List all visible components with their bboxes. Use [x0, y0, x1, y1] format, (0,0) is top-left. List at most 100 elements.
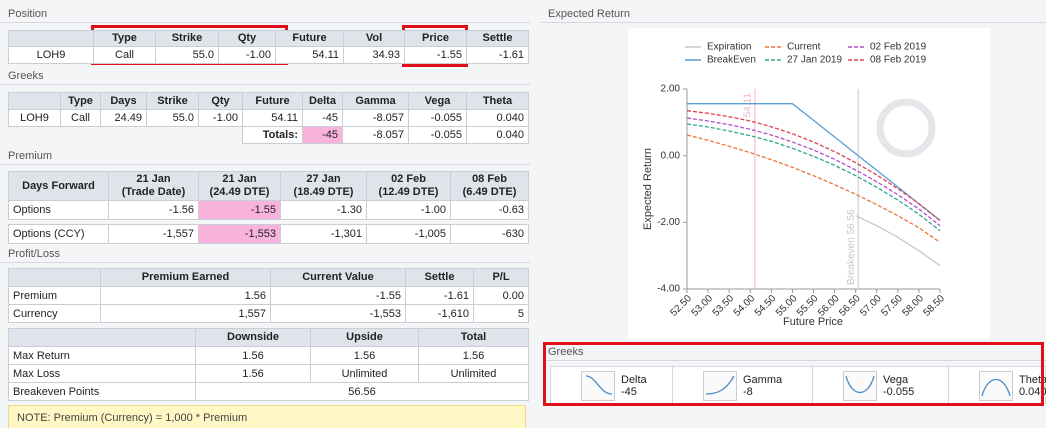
table-cell: Breakeven Points	[8, 382, 196, 401]
series-line	[686, 110, 941, 222]
greek-name: Gamma	[743, 374, 783, 386]
header-cell: 02 Feb (12.49 DTE)	[366, 171, 451, 201]
header-text: (24.49 DTE)	[209, 186, 270, 198]
table-cell: Unlimited	[310, 364, 419, 383]
divider	[546, 360, 1046, 361]
header-cell: Days Forward	[8, 171, 109, 201]
header-cell: Strike	[146, 92, 199, 110]
divider	[540, 22, 1046, 23]
table-cell: 1.56	[310, 346, 419, 365]
header-text: (6.49 DTE)	[462, 186, 517, 198]
table-cell: -1.55	[198, 200, 281, 220]
divider	[0, 262, 530, 263]
table-cell: -1,610	[405, 304, 474, 323]
x-tick-label: 52.50	[669, 293, 695, 319]
header-cell: Delta	[302, 92, 343, 110]
header-cell: Downside	[195, 328, 311, 347]
table-cell: 34.93	[343, 46, 405, 64]
header-text: (18.49 DTE)	[293, 186, 354, 198]
table-cell: Call	[93, 46, 156, 64]
table-cell: 1.56	[418, 346, 529, 365]
series-line	[687, 103, 941, 221]
table-cell: Premium	[8, 286, 101, 305]
table-cell: -1.55	[404, 46, 467, 64]
greek-icon	[581, 371, 615, 401]
table-cell: Totals:	[242, 126, 303, 144]
annotation-label: Breakeven 56.56	[846, 209, 857, 285]
section-title: Position	[8, 8, 48, 20]
table-cell: 5	[473, 304, 529, 323]
table-cell: -1,553	[198, 224, 281, 244]
series-line	[686, 123, 941, 232]
x-axis-label: Future Price	[783, 316, 843, 328]
x-tick-label: 53.50	[711, 293, 737, 319]
series-line	[686, 134, 941, 243]
header-text: (12.49 DTE)	[378, 186, 439, 198]
greek-item: Theta 0.040	[949, 367, 1046, 403]
table-cell: 1.56	[100, 286, 271, 305]
legend-label: Expiration	[707, 42, 751, 53]
greek-item: Gamma -8	[673, 367, 813, 403]
section-title: Greeks	[548, 346, 584, 358]
header-cell: Vega	[408, 92, 467, 110]
greek-name: Delta	[621, 374, 647, 386]
header-cell: Settle	[405, 268, 474, 287]
x-tick-label: 53.00	[690, 293, 716, 319]
header-cell	[8, 268, 101, 287]
table-cell: Currency	[8, 304, 101, 323]
header-cell: Type	[60, 92, 101, 110]
legend-label: 27 Jan 2019	[787, 55, 842, 66]
annotation-label: 54.11	[743, 93, 754, 118]
table-cell: Unlimited	[418, 364, 529, 383]
header-text: 08 Feb	[472, 173, 507, 185]
header-text: 21 Jan	[222, 173, 257, 185]
header-cell: Premium Earned	[100, 268, 271, 287]
table-cell: -1,301	[280, 224, 367, 244]
table-cell: 24.49	[100, 109, 147, 127]
table-cell: 1.56	[195, 364, 311, 383]
header-text: 21 Jan	[136, 173, 171, 185]
header-cell: 21 Jan (24.49 DTE)	[198, 171, 281, 201]
greek-value: -8	[743, 386, 753, 398]
y-tick-label: -4.00	[657, 284, 680, 295]
table-cell: -45	[302, 126, 343, 144]
divider	[0, 164, 530, 165]
y-tick-label: -2.00	[657, 217, 680, 228]
section-title: Expected Return	[548, 8, 630, 20]
header-cell: Gamma	[342, 92, 409, 110]
x-tick-label: 54.50	[753, 293, 779, 319]
greeks-panel: Delta -45 Gamma -8 Vega -0.055 Theta 0.040	[550, 366, 1046, 404]
greek-value: 0.040	[1019, 386, 1046, 398]
table-cell: Max Loss	[8, 364, 196, 383]
note: NOTE: Premium (Currency) = 1,000 * Premi…	[8, 405, 526, 428]
table-cell: -1.00	[198, 109, 243, 127]
legend-label: BreakEven	[707, 55, 756, 66]
table-cell: -0.055	[408, 126, 467, 144]
greek-value: -45	[621, 386, 637, 398]
x-tick-label: 57.50	[879, 293, 905, 319]
header-text: 02 Feb	[391, 173, 426, 185]
table-cell: Max Return	[8, 346, 196, 365]
header-cell: Current Value	[270, 268, 406, 287]
greek-item: Vega -0.055	[813, 367, 949, 403]
header-cell: P/L	[473, 268, 529, 287]
greek-icon	[979, 371, 1013, 401]
table-cell	[8, 126, 243, 144]
table-cell: -1.00	[218, 46, 276, 64]
table-cell: -1,557	[108, 224, 199, 244]
table-cell: Options	[8, 200, 109, 220]
header-cell: Qty	[218, 30, 276, 47]
header-cell: 08 Feb (6.49 DTE)	[450, 171, 529, 201]
legend-label: 08 Feb 2019	[870, 55, 927, 66]
table-cell: 54.11	[275, 46, 344, 64]
table-cell: -1.61	[466, 46, 529, 64]
section-title: Premium	[8, 150, 53, 162]
header-cell: Future	[242, 92, 303, 110]
header-cell: Future	[275, 30, 344, 47]
greek-name: Vega	[883, 374, 909, 386]
table-cell: LOH9	[8, 46, 94, 64]
highlight	[543, 342, 1044, 406]
header-cell: Qty	[198, 92, 243, 110]
header-cell: Settle	[466, 30, 529, 47]
x-tick-label: 58.50	[922, 293, 948, 319]
